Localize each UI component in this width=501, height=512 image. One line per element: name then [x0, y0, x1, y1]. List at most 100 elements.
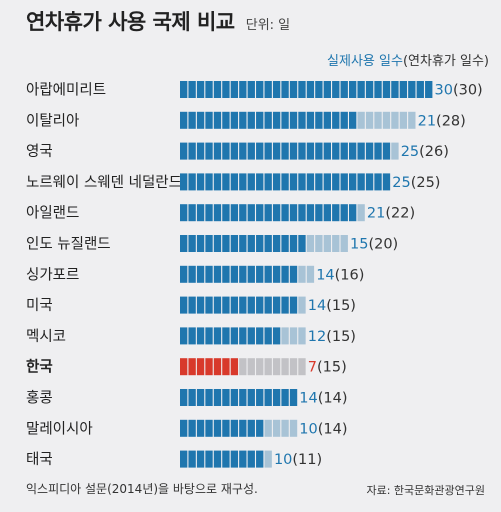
entitled-value: (30): [453, 83, 483, 99]
bar-segment-actual: [188, 265, 196, 283]
actual-value: 10: [299, 421, 317, 437]
bar-segment-entitled: [382, 111, 391, 129]
bar-segment-entitled: [247, 358, 255, 376]
entitled-value: (16): [335, 267, 365, 283]
bar-segment-actual: [196, 173, 205, 191]
bar-segment-actual: [332, 81, 340, 98]
bar-segment-actual: [247, 265, 255, 283]
bar-segment-entitled: [391, 142, 399, 160]
actual-value: 14: [308, 298, 326, 314]
bar-row: 한국 7(15): [26, 358, 347, 376]
value-label: 14(15): [308, 298, 356, 314]
bar-segment-entitled: [289, 358, 298, 376]
unit-label: 단위: 일: [245, 18, 291, 33]
bar-segment-actual: [247, 419, 255, 437]
bar-segment-actual: [340, 142, 348, 160]
category-label: 이탈리아: [26, 112, 79, 129]
bar-segment-actual: [222, 173, 230, 191]
bar-segment-actual: [256, 111, 264, 129]
entitled-value: (25): [411, 175, 441, 191]
bar-row: 싱가포르 14(16): [26, 265, 365, 283]
bar-segment-actual: [230, 204, 239, 222]
bar-segment-actual: [180, 235, 188, 252]
bar-segment-actual: [188, 358, 196, 376]
bar-segment-actual: [264, 296, 272, 314]
entitled-value: (15): [326, 298, 356, 314]
value-label: 25(25): [392, 175, 440, 191]
bar-segment-actual: [382, 81, 391, 98]
bar-segment-actual: [180, 389, 188, 406]
bar-row: 홍콩 14(14): [26, 389, 348, 407]
bar-segment-actual: [332, 204, 340, 222]
bar-segment-actual: [256, 419, 264, 437]
legend-actual: 실제사용 일수: [327, 54, 403, 69]
bar-segment-actual: [323, 111, 331, 129]
bar-segment-entitled: [264, 358, 272, 376]
value-label: 15(20): [350, 237, 398, 253]
bar-segment-actual: [213, 389, 222, 406]
bar-segment-actual: [340, 81, 348, 98]
bar-segment-actual: [188, 450, 196, 468]
bar-segment-actual: [188, 111, 196, 129]
bar-row: 노르웨이 스웨덴 네덜란드 25(25): [26, 173, 440, 191]
bar-segment-actual: [196, 358, 205, 376]
bar-segment-entitled: [357, 204, 365, 222]
bar-segment-actual: [180, 81, 188, 98]
bar-segment-entitled: [298, 358, 306, 376]
bar-segment-actual: [425, 81, 433, 98]
bar-segment-actual: [306, 81, 315, 98]
bar-segment-actual: [340, 173, 348, 191]
bar-segment-actual: [239, 81, 247, 98]
actual-value: 7: [308, 360, 317, 376]
bar-segment-actual: [289, 204, 298, 222]
bar-segment-entitled: [281, 419, 289, 437]
entitled-value: (22): [385, 206, 415, 222]
value-label: 21(22): [367, 206, 415, 222]
bar-segment-actual: [340, 204, 348, 222]
bar-segment-actual: [230, 450, 239, 468]
bar-segment-actual: [315, 142, 323, 160]
actual-value: 21: [418, 113, 436, 129]
bar-segment-actual: [222, 419, 230, 437]
bar-segment-actual: [391, 81, 399, 98]
bar-segment-actual: [298, 235, 306, 252]
bar-segment-actual: [213, 296, 222, 314]
bar-segment-actual: [365, 142, 374, 160]
entitled-value: (14): [318, 421, 348, 437]
bar-segment-entitled: [298, 296, 306, 314]
bar-segment-actual: [213, 450, 222, 468]
bar-segment-actual: [264, 204, 272, 222]
bar-segment-actual: [196, 265, 205, 283]
bar-segment-entitled: [365, 111, 374, 129]
bar-segment-actual: [205, 450, 213, 468]
entitled-value: (14): [318, 391, 348, 407]
bar-segment-actual: [180, 265, 188, 283]
bar-segment-actual: [213, 265, 222, 283]
bar-segment-actual: [349, 111, 357, 129]
value-label: 30(30): [435, 83, 483, 99]
bar-segment-actual: [180, 173, 188, 191]
bar-segment-actual: [213, 204, 222, 222]
category-label: 아랍에미리트: [26, 82, 106, 99]
bar-segment-entitled: [357, 111, 365, 129]
bar-segment-actual: [180, 296, 188, 314]
bar-segment-actual: [205, 327, 213, 345]
bar-segment-entitled: [289, 419, 298, 437]
entitled-value: (15): [317, 360, 347, 376]
bar-segment-actual: [365, 81, 374, 98]
bar-segment-actual: [289, 173, 298, 191]
bar-segment-actual: [298, 173, 306, 191]
bar-segment-actual: [264, 235, 272, 252]
bar-segment-entitled: [399, 111, 408, 129]
bar-segment-actual: [239, 419, 247, 437]
bar-segment-actual: [230, 296, 239, 314]
bar-segment-actual: [256, 204, 264, 222]
bar-segment-entitled: [281, 358, 289, 376]
bar-segment-actual: [239, 235, 247, 252]
bar-segment-actual: [272, 81, 281, 98]
bar-segment-actual: [416, 81, 424, 98]
bar-segment-actual: [365, 173, 374, 191]
bar-segment-actual: [213, 81, 222, 98]
bar-segment-actual: [180, 204, 188, 222]
footer-note: 익스피디아 설문(2014년)을 바탕으로 재구성.: [26, 482, 258, 496]
